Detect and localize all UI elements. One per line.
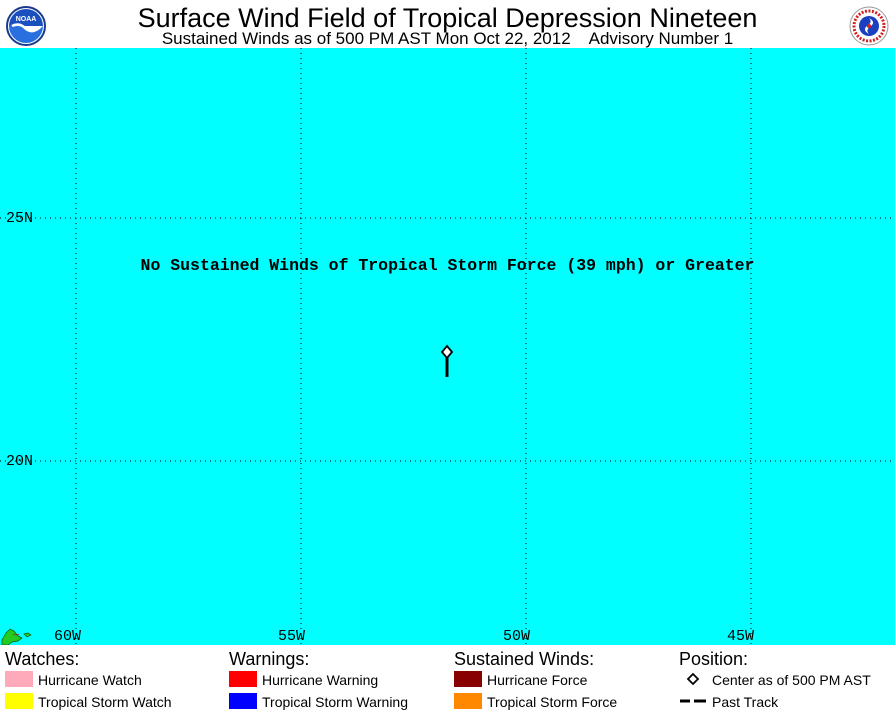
tropical-storm-watch-swatch <box>5 693 33 709</box>
legend-heading-warnings: Warnings: <box>229 649 310 669</box>
hurricane-warning-swatch <box>229 671 257 687</box>
legend-label: Hurricane Warning <box>262 672 379 688</box>
map-subtitle: Sustained Winds as of 500 PM AST Mon Oct… <box>161 29 734 48</box>
legend-label: Past Track <box>712 694 779 710</box>
legend-label: Center as of 500 PM AST <box>712 672 871 688</box>
map-legend: Watches: Hurricane Watch Tropical Storm … <box>0 645 895 716</box>
legend-heading-watches: Watches: <box>5 649 80 669</box>
legend-label: Tropical Storm Warning <box>262 694 409 710</box>
hurricane-force-swatch <box>454 671 482 687</box>
header: NOAA Surface Wind Field of Tropical Depr… <box>0 0 895 48</box>
lon-label-55w: 55W <box>278 628 306 645</box>
past-track-dash-icon <box>679 693 707 709</box>
legend-label: Tropical Storm Force <box>487 694 618 710</box>
map-canvas <box>0 48 895 645</box>
hurricane-watch-swatch <box>5 671 33 687</box>
legend-label: Hurricane Force <box>487 672 588 688</box>
land-mass <box>1 628 32 645</box>
lon-label-45w: 45W <box>727 628 755 645</box>
lat-label-25n: 25N <box>6 210 34 227</box>
nws-logo-icon <box>849 6 889 46</box>
lon-label-60w: 60W <box>54 628 82 645</box>
center-diamond-icon <box>679 671 707 687</box>
tropical-storm-force-swatch <box>454 693 482 709</box>
lat-label-20n: 20N <box>6 453 34 470</box>
svg-text:NOAA: NOAA <box>16 16 37 23</box>
legend-heading-sustained-winds: Sustained Winds: <box>454 649 595 669</box>
map-title: Surface Wind Field of Tropical Depressio… <box>137 3 758 33</box>
no-tropical-storm-winds-notice: No Sustained Winds of Tropical Storm For… <box>140 256 755 275</box>
storm-center-marker <box>440 344 454 360</box>
legend-heading-position: Position: <box>679 649 749 669</box>
legend-label: Tropical Storm Watch <box>38 694 172 710</box>
tropical-storm-warning-swatch <box>229 693 257 709</box>
legend-label: Hurricane Watch <box>38 672 142 688</box>
wind-field-map: No Sustained Winds of Tropical Storm For… <box>0 48 895 645</box>
noaa-logo-icon: NOAA <box>6 6 46 46</box>
lon-label-50w: 50W <box>503 628 531 645</box>
